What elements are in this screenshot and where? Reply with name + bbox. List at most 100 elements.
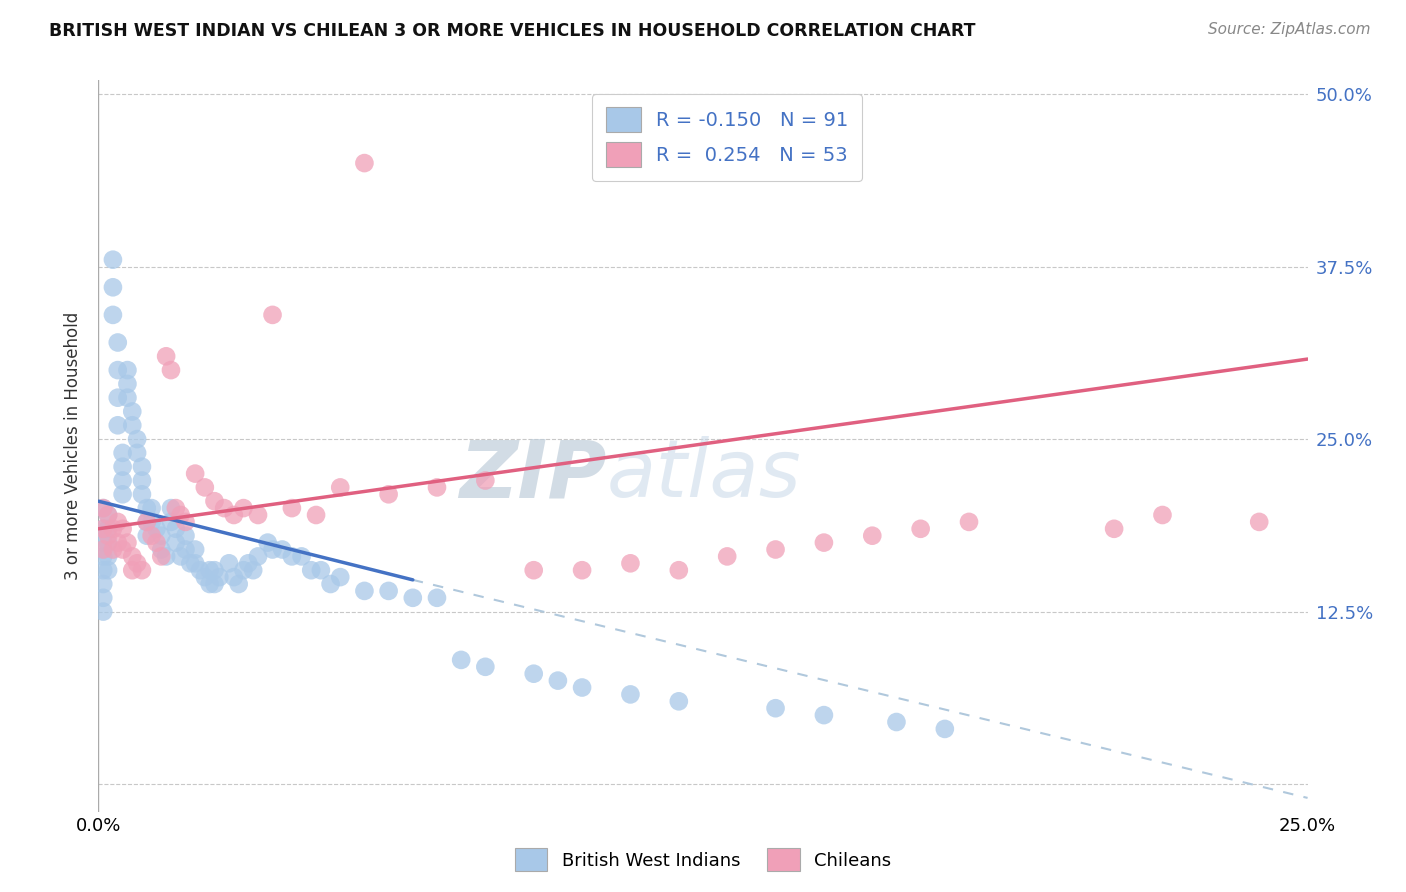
Point	[547, 673, 569, 688]
Text: ZIP: ZIP	[458, 436, 606, 515]
Point	[165, 535, 187, 549]
Point	[474, 474, 496, 488]
Point	[97, 563, 120, 577]
Point	[247, 549, 270, 564]
Text: Source: ZipAtlas.com: Source: ZipAtlas.com	[1208, 22, 1371, 37]
Point	[121, 418, 143, 433]
Point	[101, 252, 124, 267]
Point	[218, 557, 240, 571]
Point	[329, 570, 352, 584]
Point	[910, 522, 932, 536]
Point	[242, 563, 264, 577]
Point	[91, 501, 114, 516]
Point	[107, 535, 129, 549]
Point	[91, 605, 114, 619]
Point	[165, 522, 187, 536]
Point	[107, 335, 129, 350]
Point	[117, 376, 139, 391]
Point	[111, 522, 134, 536]
Point	[204, 577, 226, 591]
Point	[150, 542, 173, 557]
Point	[957, 515, 980, 529]
Point	[91, 501, 114, 516]
Point	[319, 577, 342, 591]
Point	[97, 535, 120, 549]
Point	[1102, 522, 1125, 536]
Point	[886, 714, 908, 729]
Point	[141, 529, 163, 543]
Point	[101, 542, 124, 557]
Point	[353, 583, 375, 598]
Point	[121, 549, 143, 564]
Point	[91, 549, 114, 564]
Point	[184, 467, 207, 481]
Point	[329, 480, 352, 494]
Point	[208, 570, 231, 584]
Point	[127, 446, 149, 460]
Point	[117, 535, 139, 549]
Text: atlas: atlas	[606, 436, 801, 515]
Point	[155, 549, 177, 564]
Point	[160, 515, 183, 529]
Point	[165, 501, 187, 516]
Point	[155, 349, 177, 363]
Point	[934, 722, 956, 736]
Point	[262, 308, 284, 322]
Point	[121, 563, 143, 577]
Point	[150, 529, 173, 543]
Point	[107, 363, 129, 377]
Point	[188, 563, 211, 577]
Point	[169, 508, 191, 522]
Point	[668, 694, 690, 708]
Point	[232, 501, 254, 516]
Point	[426, 480, 449, 494]
Legend: British West Indians, Chileans: British West Indians, Chileans	[508, 841, 898, 879]
Point	[204, 563, 226, 577]
Point	[160, 363, 183, 377]
Point	[571, 563, 593, 577]
Point	[523, 563, 546, 577]
Y-axis label: 3 or more Vehicles in Household: 3 or more Vehicles in Household	[65, 312, 83, 580]
Point	[813, 708, 835, 723]
Point	[101, 308, 124, 322]
Point	[111, 474, 134, 488]
Point	[135, 515, 157, 529]
Point	[97, 549, 120, 564]
Point	[97, 522, 120, 536]
Point	[290, 549, 312, 564]
Point	[107, 418, 129, 433]
Point	[281, 549, 304, 564]
Point	[1152, 508, 1174, 522]
Point	[97, 508, 120, 522]
Point	[377, 487, 399, 501]
Point	[299, 563, 322, 577]
Point	[135, 529, 157, 543]
Point	[281, 501, 304, 516]
Point	[97, 529, 120, 543]
Point	[402, 591, 425, 605]
Point	[765, 542, 787, 557]
Point	[1249, 515, 1271, 529]
Point	[131, 474, 153, 488]
Point	[222, 508, 245, 522]
Point	[232, 563, 254, 577]
Point	[247, 508, 270, 522]
Point	[212, 501, 235, 516]
Point	[101, 522, 124, 536]
Point	[619, 687, 641, 701]
Point	[117, 363, 139, 377]
Point	[426, 591, 449, 605]
Point	[222, 570, 245, 584]
Point	[194, 480, 217, 494]
Point	[111, 459, 134, 474]
Point	[474, 660, 496, 674]
Point	[765, 701, 787, 715]
Point	[174, 542, 197, 557]
Point	[91, 577, 114, 591]
Point	[813, 535, 835, 549]
Point	[91, 563, 114, 577]
Point	[107, 391, 129, 405]
Point	[91, 535, 114, 549]
Point	[121, 404, 143, 418]
Point	[135, 501, 157, 516]
